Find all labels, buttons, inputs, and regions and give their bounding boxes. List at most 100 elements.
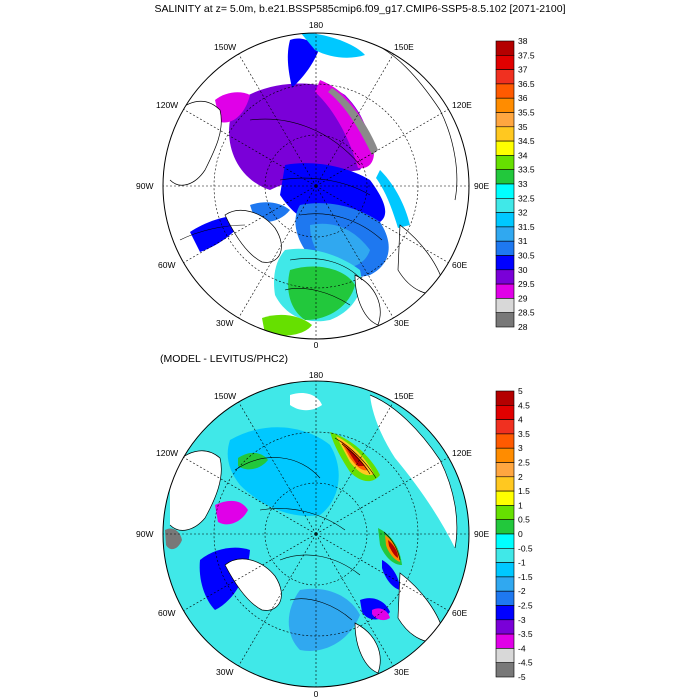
bottom-colorbar-label: 2.5 [518, 458, 530, 468]
bottom-lon-60e: 60E [452, 608, 467, 618]
bottom-colorbar-label: -2.5 [518, 601, 533, 611]
top-lon-90w: 90W [136, 181, 153, 191]
top-colorbar-swatch [495, 169, 515, 185]
top-lon-60w: 60W [158, 260, 175, 270]
top-colorbar-swatch [495, 240, 515, 256]
bottom-colorbar-swatch [495, 533, 515, 549]
bottom-colorbar-swatch [495, 447, 515, 463]
bottom-colorbar-label: -0.5 [518, 543, 533, 553]
bottom-colorbar-swatch [495, 476, 515, 492]
bottom-lon-150w: 150W [214, 391, 236, 401]
top-colorbar-swatch [495, 140, 515, 156]
top-map-fill [163, 33, 469, 339]
bottom-colorbar-label: 3.5 [518, 429, 530, 439]
top-colorbar-swatch [495, 212, 515, 228]
top-polar-map: 180 0 90W 90E 120W 120E 150W 150E 60W 60… [136, 20, 489, 350]
top-colorbar-swatch [495, 155, 515, 170]
bottom-colorbar-label: -5 [518, 672, 526, 682]
bottom-colorbar-swatch [495, 433, 515, 449]
top-colorbar-label: 28.5 [518, 308, 535, 318]
bottom-lon-180: 180 [309, 370, 323, 380]
top-colorbar: 38 37.5 37 36.5 36 35.5 35 34.5 34 33.5 33 32.5 32 31… [495, 36, 535, 332]
bottom-colorbar-label: 0 [518, 529, 523, 539]
top-colorbar-swatch [495, 83, 515, 99]
top-lon-30e: 30E [394, 318, 409, 328]
top-colorbar-swatch [495, 269, 515, 285]
bottom-colorbar-swatch [495, 576, 515, 592]
bottom-lon-150e: 150E [394, 391, 414, 401]
figure-subtitle: (MODEL - LEVITUS/PHC2) [160, 353, 288, 365]
bottom-colorbar-label: 4.5 [518, 400, 530, 410]
top-colorbar-label: 34 [518, 150, 528, 160]
bottom-map-fill [163, 381, 469, 687]
bottom-colorbar-swatch [495, 390, 515, 406]
bottom-colorbar-label: 1 [518, 500, 523, 510]
top-lon-60e: 60E [452, 260, 467, 270]
bottom-colorbar-swatch [495, 490, 515, 506]
bottom-colorbar-swatch [495, 633, 515, 649]
top-colorbar-swatch [495, 255, 515, 271]
top-colorbar-label: 36.5 [518, 79, 535, 89]
bottom-colorbar-swatch [495, 462, 515, 478]
bottom-colorbar-swatch [495, 404, 515, 420]
bottom-colorbar-label: -3 [518, 615, 526, 625]
top-colorbar-swatch [495, 40, 515, 56]
bottom-lon-0: 0 [314, 689, 319, 699]
top-colorbar-swatch [495, 283, 515, 299]
top-map-boundary [162, 32, 470, 340]
bottom-colorbar-label: 5 [518, 386, 523, 396]
top-colorbar-swatch [495, 183, 515, 199]
bottom-polar-map: 180 0 90W 90E 120W 120E 150W 150E 60W 60… [136, 370, 489, 699]
bottom-colorbar-label: -3.5 [518, 629, 533, 639]
top-colorbar-label: 35 [518, 122, 528, 132]
top-colorbar-label: 32.5 [518, 193, 535, 203]
bottom-colorbar-label: 3 [518, 443, 523, 453]
bottom-colorbar-swatch [495, 619, 515, 635]
bottom-colorbar-label: -4 [518, 643, 526, 653]
bottom-lon-120w: 120W [156, 448, 178, 458]
bottom-colorbar-swatch [495, 590, 515, 606]
top-colorbar-label: 31 [518, 236, 528, 246]
top-lon-90e: 90E [474, 181, 489, 191]
bottom-lon-120e: 120E [452, 448, 472, 458]
bottom-lon-60w: 60W [158, 608, 175, 618]
bottom-colorbar-swatch [495, 505, 515, 520]
top-colorbar-swatch [495, 226, 515, 242]
bottom-colorbar-swatch [495, 547, 515, 563]
bottom-colorbar-label: -1.5 [518, 572, 533, 582]
top-colorbar-swatch [495, 198, 515, 213]
top-lon-120w: 120W [156, 100, 178, 110]
bottom-colorbar-swatch [495, 605, 515, 621]
figure-title: SALINITY at z= 5.0m, b.e21.BSSP585cmip6.… [154, 3, 565, 15]
top-lon-0: 0 [314, 340, 319, 350]
bottom-colorbar-swatch [495, 662, 515, 678]
top-colorbar-swatch [495, 97, 515, 113]
top-colorbar-label: 29.5 [518, 279, 535, 289]
top-lon-180: 180 [309, 20, 323, 30]
top-colorbar-label: 32 [518, 208, 528, 218]
top-colorbar-label: 35.5 [518, 108, 535, 118]
bottom-colorbar-label: -1 [518, 558, 526, 568]
top-colorbar-swatch [495, 312, 515, 328]
top-colorbar-label: 37.5 [518, 50, 535, 60]
bottom-lon-90w: 90W [136, 529, 153, 539]
top-colorbar-swatch [495, 54, 515, 70]
top-colorbar-swatch [495, 298, 515, 313]
top-colorbar-label: 28 [518, 322, 528, 332]
top-lon-150w: 150W [214, 42, 236, 52]
bottom-colorbar-swatch [495, 419, 515, 435]
bottom-lon-30e: 30E [394, 667, 409, 677]
top-colorbar-label: 38 [518, 36, 528, 46]
bottom-colorbar: 5 4.5 4 3.5 3 2.5 2 1.5 1 0.5 0 -0.5 -1 -1.5 -2 -2.5 -3 -… [495, 386, 533, 682]
bottom-colorbar-label: -4.5 [518, 658, 533, 668]
bottom-colorbar-swatch [495, 519, 515, 535]
top-colorbar-label: 29 [518, 293, 528, 303]
bottom-colorbar-label: 0.5 [518, 515, 530, 525]
bottom-map-boundary [162, 380, 470, 688]
bottom-colorbar-label: 4 [518, 415, 523, 425]
top-colorbar-label: 37 [518, 65, 528, 75]
top-colorbar-label: 31.5 [518, 222, 535, 232]
bottom-colorbar-swatch [495, 562, 515, 578]
top-lon-120e: 120E [452, 100, 472, 110]
